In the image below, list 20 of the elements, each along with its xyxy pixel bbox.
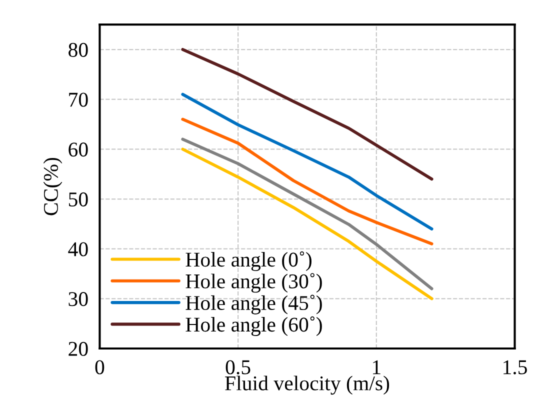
legend-label: Hole angle (60˚): [186, 316, 322, 336]
x-tick-label: 1: [373, 360, 380, 374]
y-tick-label: 70: [69, 92, 88, 107]
x-axis-title: Fluid velocity (m/s): [225, 376, 390, 395]
y-tick-label: 30: [68, 292, 88, 306]
x-tick-label: 1.5: [504, 360, 527, 374]
y-tick-label: 50: [68, 192, 88, 206]
line-series: [181, 92, 434, 230]
x-tick-label: 0.5: [226, 360, 250, 374]
legend-label: Hole angle (45˚): [186, 294, 322, 314]
x-tick-label: 0: [95, 360, 104, 374]
y-axis-title: CC(%): [43, 158, 62, 216]
legend-label: Hole angle (30˚): [186, 273, 322, 293]
y-tick-label: 80: [68, 42, 88, 57]
y-tick-label: 60: [68, 142, 88, 157]
y-tick-label: 20: [68, 342, 88, 356]
y-tick-label: 40: [68, 242, 88, 256]
line-series: [181, 48, 434, 181]
legend-label: Hole angle (0˚): [186, 251, 312, 272]
line-series: [181, 118, 434, 246]
